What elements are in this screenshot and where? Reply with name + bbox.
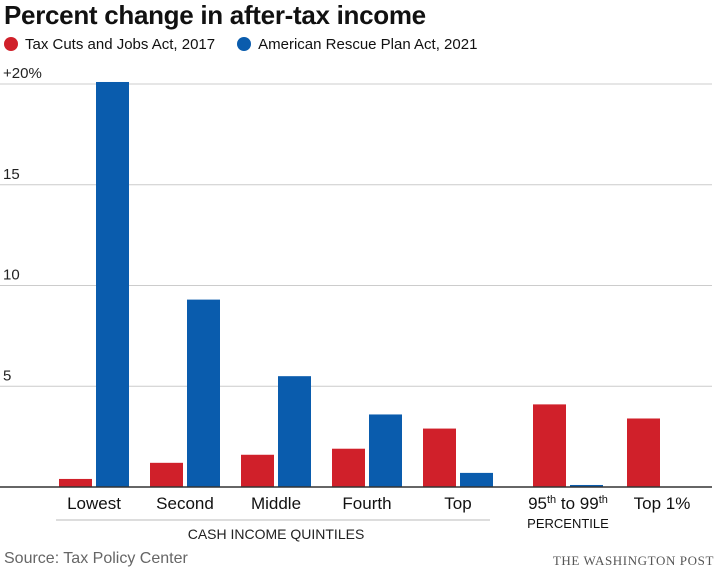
category-label: Middle (251, 494, 301, 513)
bar-tcja (150, 462, 183, 487)
publisher-credit: THE WASHINGTON POST (552, 553, 714, 568)
category-label: 95th to 99th (528, 494, 608, 513)
legend-item-tcja: Tax Cuts and Jobs Act, 2017 (4, 36, 215, 53)
bar-tcja (59, 478, 92, 487)
category-label: Fourth (342, 494, 391, 513)
legend-label-arpa: American Rescue Plan Act, 2021 (258, 35, 478, 53)
category-sublabel: PERCENTILE (527, 516, 609, 531)
bar-tcja (627, 418, 660, 487)
category-label: Top (444, 494, 471, 513)
y-tick-label: 15 (3, 166, 20, 183)
bar-arpa (278, 376, 311, 487)
bar-tcja (533, 404, 566, 487)
bar-arpa (187, 299, 220, 487)
category-label: Top 1% (634, 494, 691, 513)
y-tick-label: 5 (3, 367, 11, 384)
legend-swatch-blue (237, 37, 252, 51)
bar-arpa (460, 472, 493, 487)
bar-tcja (241, 454, 274, 487)
bar-arpa (96, 81, 129, 488)
y-tick-label: +20% (3, 65, 42, 82)
source-note: Source: Tax Policy Center (4, 550, 188, 567)
category-label: Lowest (67, 494, 121, 513)
legend: Tax Cuts and Jobs Act, 2017 American Res… (4, 34, 499, 54)
legend-item-arpa: American Rescue Plan Act, 2021 (237, 36, 477, 53)
legend-swatch-red (4, 37, 18, 51)
bar-arpa (369, 414, 402, 487)
bar-tcja (332, 448, 365, 487)
group-label: CASH INCOME QUINTILES (188, 526, 365, 542)
bar-arpa (570, 484, 603, 487)
legend-label-tcja: Tax Cuts and Jobs Act, 2017 (25, 35, 216, 53)
category-label: Second (156, 494, 214, 513)
bar-tcja (423, 428, 456, 487)
y-tick-label: 10 (3, 267, 20, 284)
chart-title: Percent change in after-tax income (4, 0, 426, 30)
